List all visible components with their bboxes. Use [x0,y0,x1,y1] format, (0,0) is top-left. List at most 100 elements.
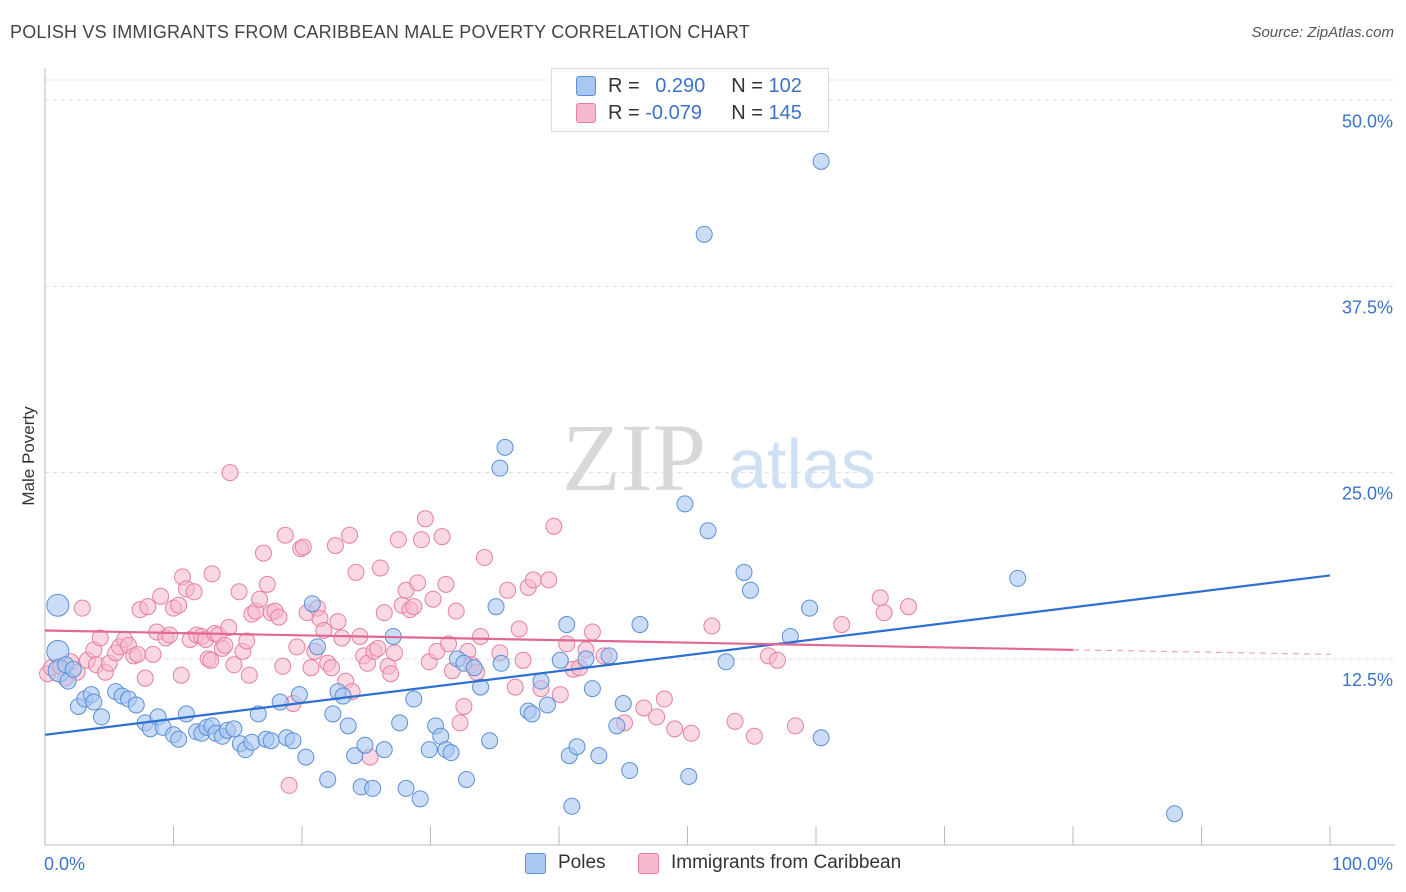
caribbean-point [152,587,170,605]
poles-point [558,616,576,634]
poles-point [551,651,569,669]
poles-point [614,695,632,713]
poles-point [496,438,514,456]
r-label: R = [608,74,646,97]
poles-point [538,696,556,714]
r-value: -0.079 [645,101,702,124]
poles-point [472,678,490,696]
poles-point [465,659,483,677]
caribbean-point [185,583,203,601]
caribbean-point [510,620,528,638]
r-label: R = [608,101,646,124]
y-tick-label: 25.0% [1342,484,1393,504]
caribbean-swatch-icon [576,103,596,123]
caribbean-point [73,599,91,617]
caribbean-point [524,571,542,589]
poles-point [93,708,111,726]
axes [44,68,1395,846]
poles-point [1166,805,1184,823]
legend-item-poles[interactable]: Poles [525,852,606,874]
caribbean-point [341,526,359,544]
poles-point [699,522,717,540]
caribbean-point [270,608,288,626]
poles-point [801,599,819,617]
poles-point [411,790,429,808]
caribbean-point [302,659,320,677]
caribbean-point [433,528,451,546]
poles-point [491,459,509,477]
poles-point [600,647,618,665]
n-label: N = [731,74,769,97]
poles-point [375,741,393,759]
poles-point [590,747,608,765]
caribbean-trend-extension [1072,649,1331,655]
poles-point [262,732,280,750]
poles-point [243,733,261,751]
y-tick-label: 37.5% [1342,297,1393,317]
caribbean-point [635,699,653,717]
caribbean-point [172,666,190,684]
poles-point [563,797,581,815]
poles-point [271,693,289,711]
watermark-zip: ZIP [562,404,706,511]
poles-point [308,638,326,656]
poles-point [420,741,438,759]
caribbean-point [413,531,431,549]
caribbean-point [416,510,434,528]
poles-points [46,152,1184,823]
caribbean-point [726,712,744,730]
caribbean-point [216,636,234,654]
poles-point [621,762,639,780]
caribbean-point [136,669,154,687]
poles-point [676,495,694,513]
caribbean-point [437,575,455,593]
poles-point [1009,569,1027,587]
source-label: Source: ZipAtlas.com [1251,24,1394,41]
legend-label-caribbean: Immigrants from Caribbean [671,852,902,873]
caribbean-point [786,717,804,735]
poles-point [741,581,759,599]
trend-lines [44,574,1331,736]
poles-point [481,732,499,750]
poles-swatch-icon [525,852,546,874]
caribbean-point [455,697,473,715]
caribbean-point [871,589,889,607]
poles-point [492,654,510,672]
caribbean-point [329,613,347,631]
y-tick-label: 50.0% [1342,111,1393,131]
poles-point [405,690,423,708]
caribbean-point [288,638,306,656]
caribbean-point [545,517,563,535]
caribbean-point [161,626,179,644]
caribbean-point [583,623,601,641]
caribbean-point [333,629,351,647]
poles-point [812,729,830,747]
poles-swatch-icon [576,76,596,96]
caribbean-point [170,596,188,614]
poles-point [457,770,475,788]
legend-item-caribbean[interactable]: Immigrants from Caribbean [638,852,901,874]
x-tick-label: 100.0% [1332,854,1393,874]
poles-point [364,779,382,797]
watermark-atlas: atlas [728,425,876,503]
caribbean-point [386,644,404,662]
caribbean-point [666,720,684,738]
poles-point [487,598,505,616]
y-axis-label: Male Poverty [19,406,38,506]
n-label: N = [731,101,769,124]
poles-point [577,650,595,668]
grid-lines [45,79,1395,660]
stats-row-poles: R = 0.290 N = 102 [576,73,802,99]
poles-point [568,738,586,756]
poles-point [812,152,830,170]
caribbean-point [405,598,423,616]
caribbean-point [276,526,294,544]
poles-point [319,770,337,788]
caribbean-point [875,604,893,622]
caribbean-point [220,619,238,637]
legend-label-poles: Poles [558,852,606,873]
poles-trend-line [44,574,1331,736]
caribbean-point [833,616,851,634]
poles-point [717,653,735,671]
